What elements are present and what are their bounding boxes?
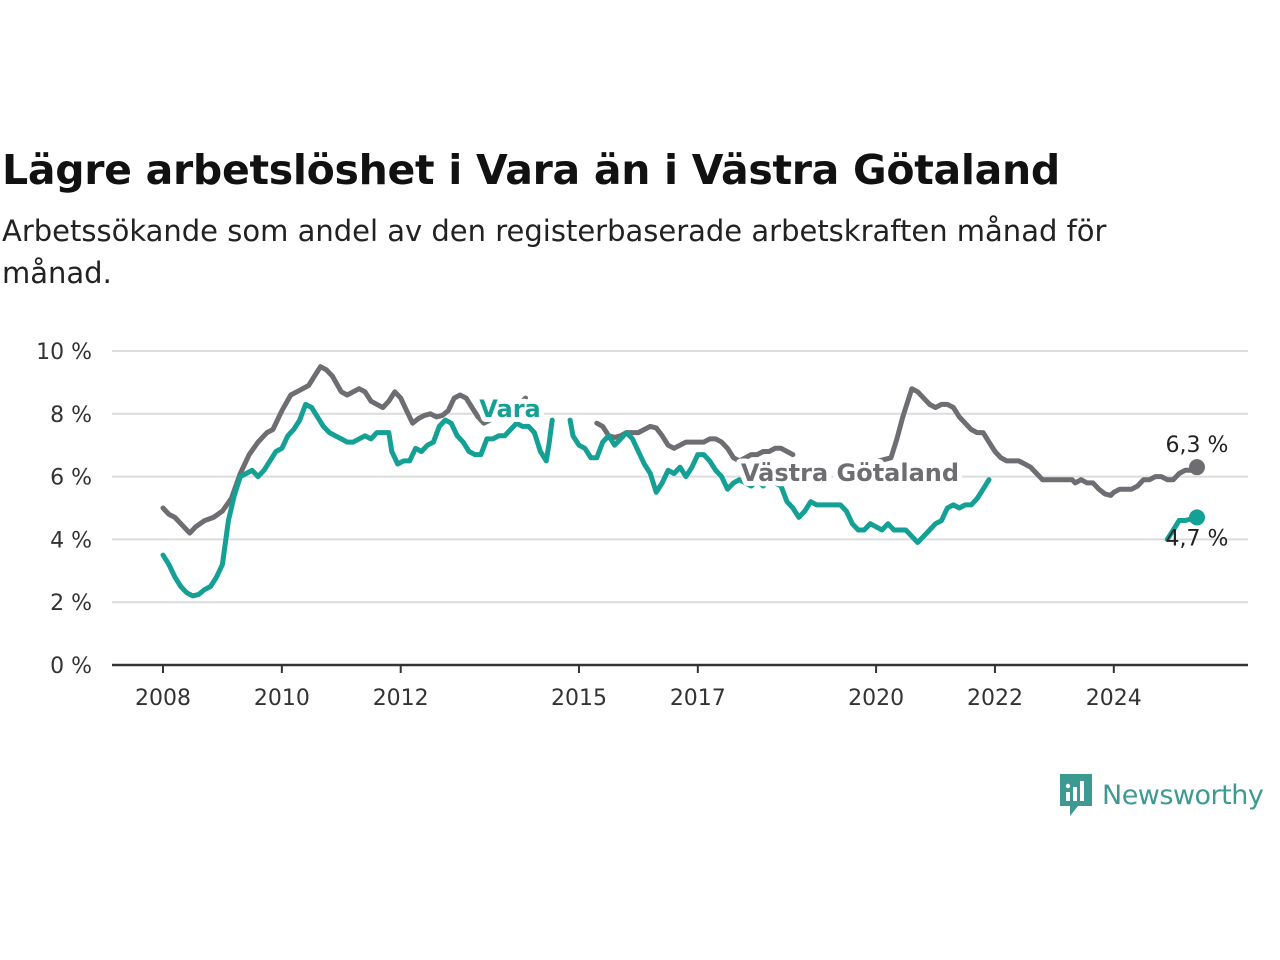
y-tick-label: 6 % xyxy=(50,466,92,491)
end-point-vastra-gotaland xyxy=(1189,459,1205,476)
y-axis-labels: 0 % 2 % 4 % 6 % 8 % 10 % xyxy=(36,340,92,679)
end-point-vara xyxy=(1189,509,1205,526)
x-tick-label: 2024 xyxy=(1086,686,1142,711)
x-tick-label: 2020 xyxy=(848,686,904,711)
y-tick-label: 8 % xyxy=(50,403,92,428)
series-line-vara xyxy=(160,401,992,599)
x-axis-labels: 2008 2010 2012 2015 2017 2020 2022 2024 xyxy=(135,665,1142,711)
end-label-vara: 4,7 % xyxy=(1166,526,1229,551)
series-lines xyxy=(160,364,1200,599)
grid-lines xyxy=(112,350,1248,604)
chart-subtitle: Arbetssökande som andel av den registerb… xyxy=(2,214,1107,290)
x-tick-label: 2008 xyxy=(135,686,191,711)
y-tick-label: 4 % xyxy=(50,528,92,553)
x-tick-label: 2012 xyxy=(373,686,429,711)
series-labels: 6,3 % 4,7 % Vara Västra Götaland xyxy=(474,390,1229,551)
newsworthy-logo: Newsworthy xyxy=(1058,772,1264,818)
x-tick-label: 2015 xyxy=(551,686,607,711)
y-tick-label: 0 % xyxy=(50,654,92,679)
series-label-v-stra-g-taland: Västra Götaland xyxy=(741,459,959,487)
newsworthy-logo-icon xyxy=(1060,774,1092,816)
end-label-vastra-gotaland: 6,3 % xyxy=(1166,433,1229,458)
newsworthy-logo-text: Newsworthy xyxy=(1102,779,1264,811)
y-tick-label: 10 % xyxy=(36,340,92,365)
chart-title: Lägre arbetslöshet i Vara än i Västra Gö… xyxy=(2,146,1060,194)
series-line-vara-end xyxy=(1164,514,1200,542)
series-label-vara: Vara xyxy=(479,395,541,423)
y-tick-label: 2 % xyxy=(50,591,92,616)
series-line-v-stra-g-taland xyxy=(160,364,1200,536)
x-tick-label: 2010 xyxy=(254,686,310,711)
x-tick-label: 2017 xyxy=(670,686,726,711)
x-tick-label: 2022 xyxy=(967,686,1023,711)
